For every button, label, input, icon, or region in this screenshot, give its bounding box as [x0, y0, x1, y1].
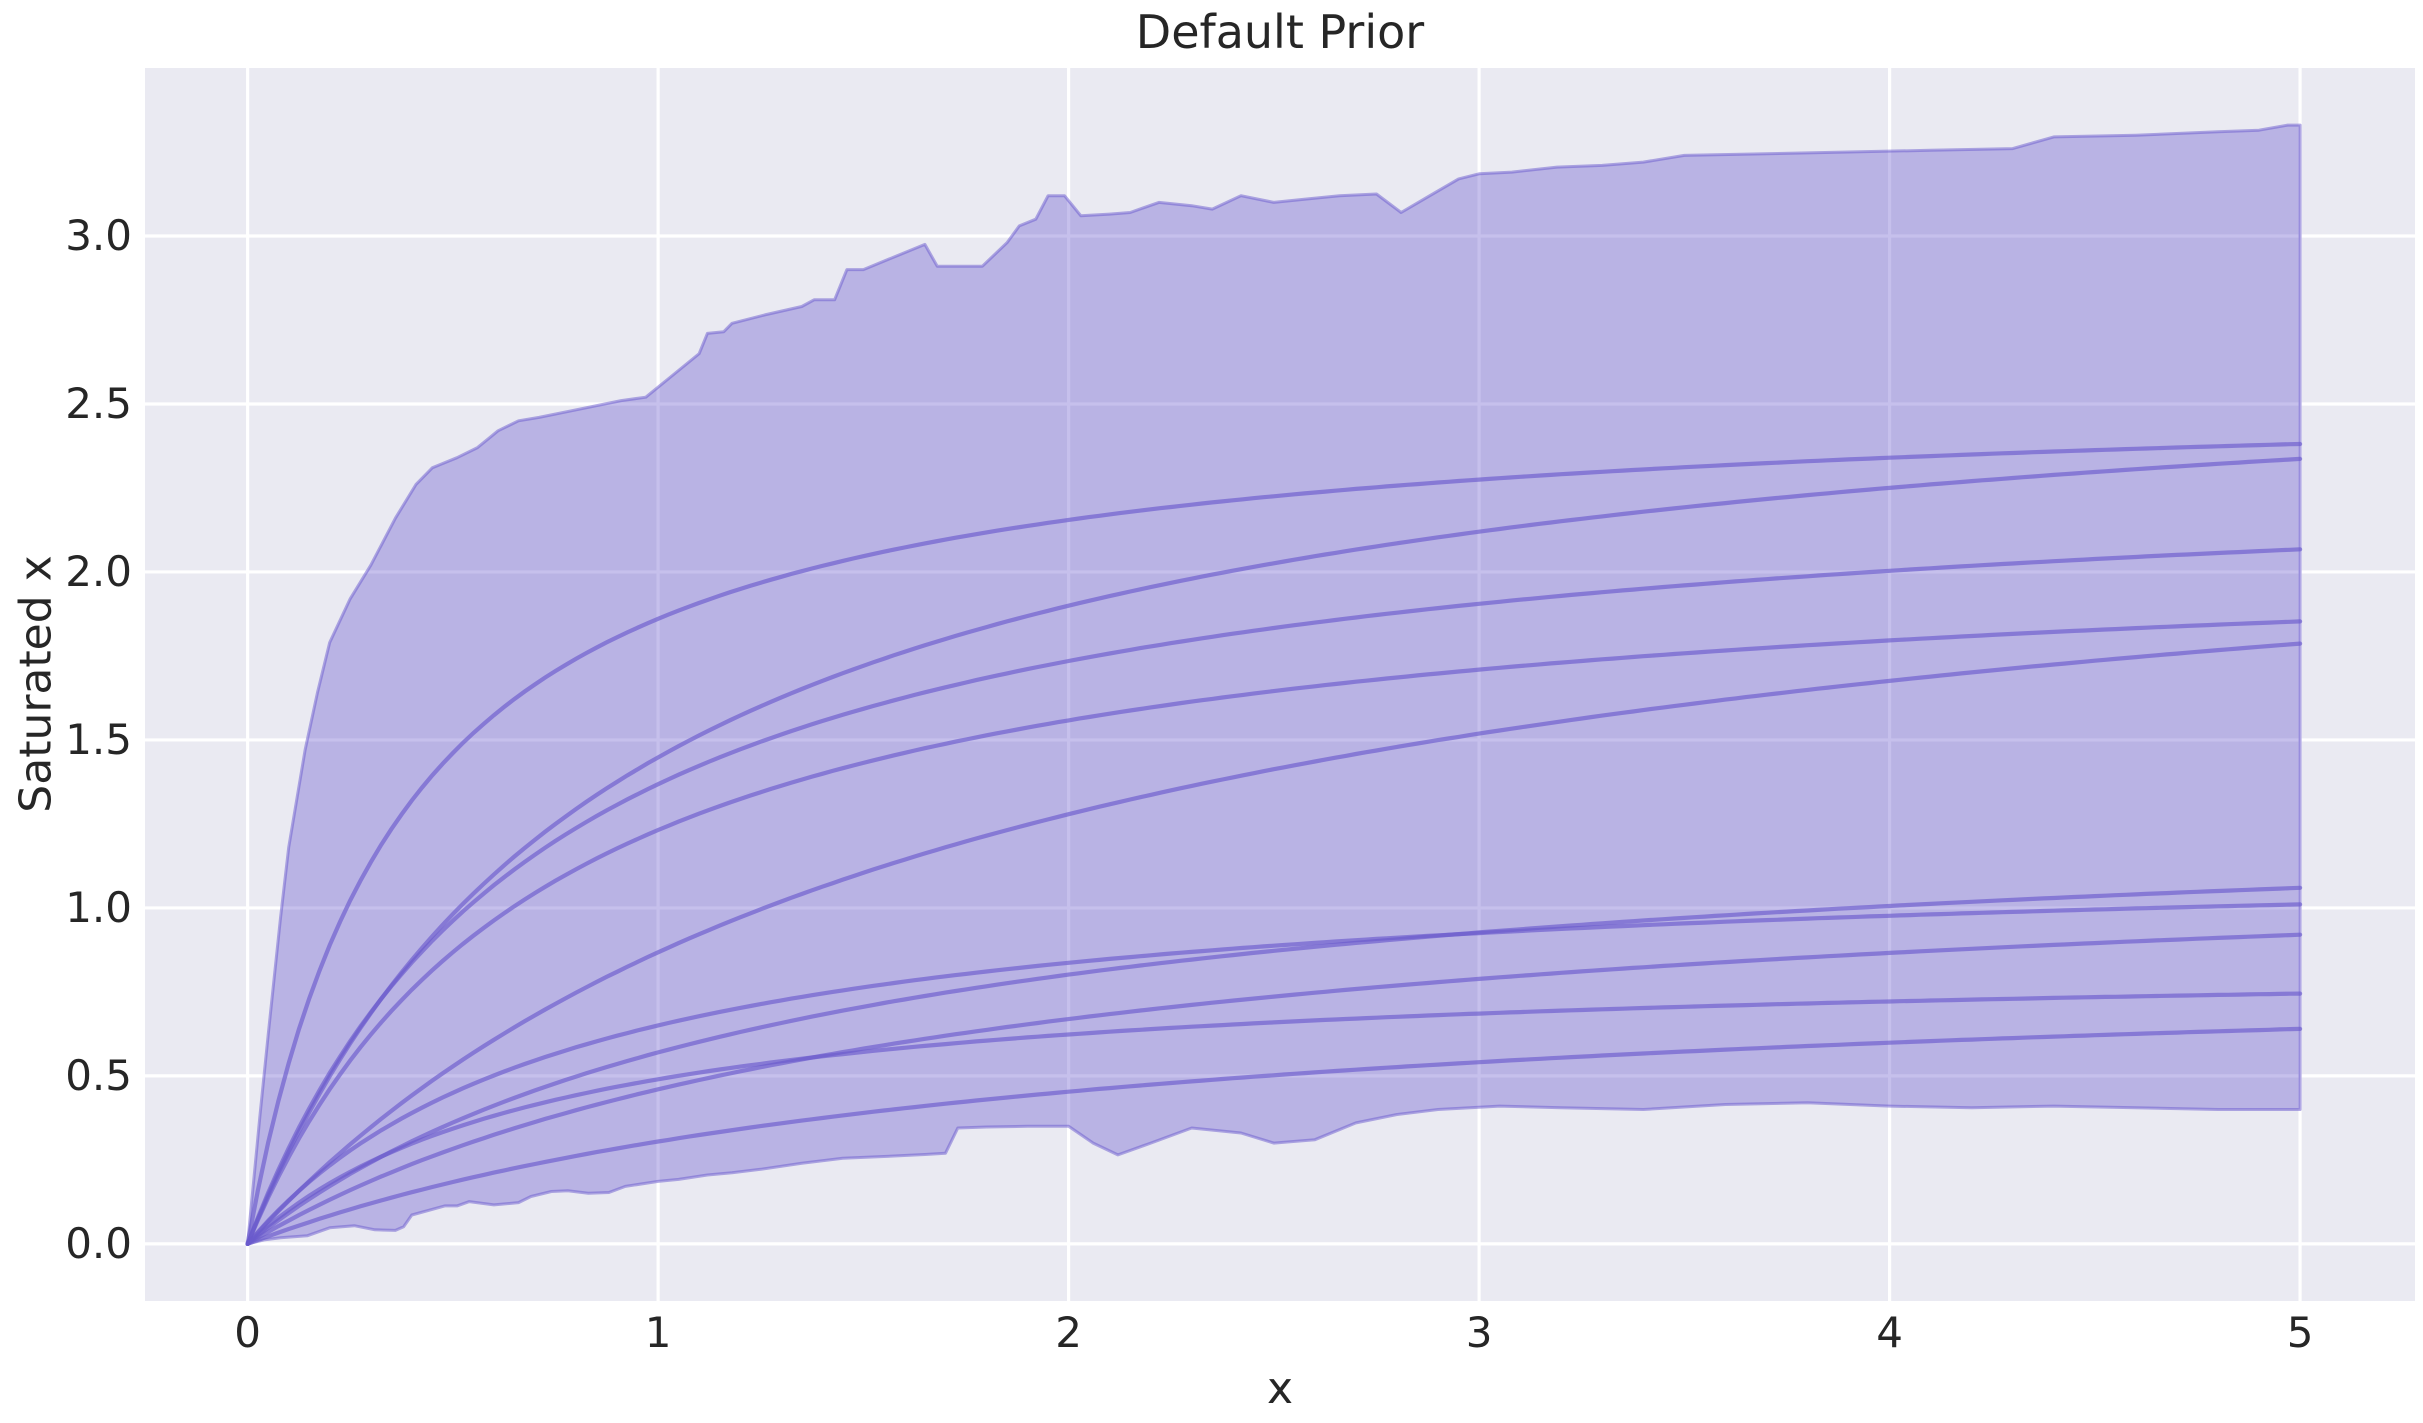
y-tick-label: 0.5 [65, 1050, 132, 1100]
y-tick-label: 2.0 [65, 546, 132, 596]
prior-sample-curve [245, 619, 2303, 1246]
prior-sample-curve [245, 885, 2303, 1246]
y-tick-label: 0.0 [65, 1218, 132, 1268]
y-tick-label: 1.0 [65, 882, 132, 932]
grid-lines [145, 68, 2415, 1301]
prior-sample-curve [245, 1026, 2303, 1246]
y-tick-label: 3.0 [65, 210, 132, 260]
y-tick-label: 1.5 [65, 714, 132, 764]
x-tick-label: 0 [234, 1308, 261, 1357]
x-tick-label: 4 [1876, 1308, 1903, 1357]
prior-sample-curve [245, 902, 2303, 1246]
y-tick-label: 2.5 [65, 378, 132, 428]
x-tick-label: 5 [2286, 1308, 2314, 1357]
prior-sample-curve [245, 641, 2303, 1246]
prior-sample-curve [245, 991, 2303, 1246]
prior-sample-curve [245, 456, 2303, 1246]
prior-sample-curve [245, 441, 2303, 1246]
prior-credible-band [246, 123, 2302, 1246]
x-tick-label: 1 [644, 1308, 672, 1357]
prior-sample-curve [245, 547, 2303, 1246]
chart-title: Default Prior [1135, 5, 1425, 59]
x-tick-label: 3 [1465, 1308, 1493, 1357]
prior-sample-curve [245, 932, 2303, 1246]
x-tick-label: 2 [1055, 1308, 1082, 1357]
prior-sample-curves [245, 441, 2303, 1246]
prior-band [246, 123, 2302, 1246]
x-axis-label: x [1266, 1363, 1294, 1414]
